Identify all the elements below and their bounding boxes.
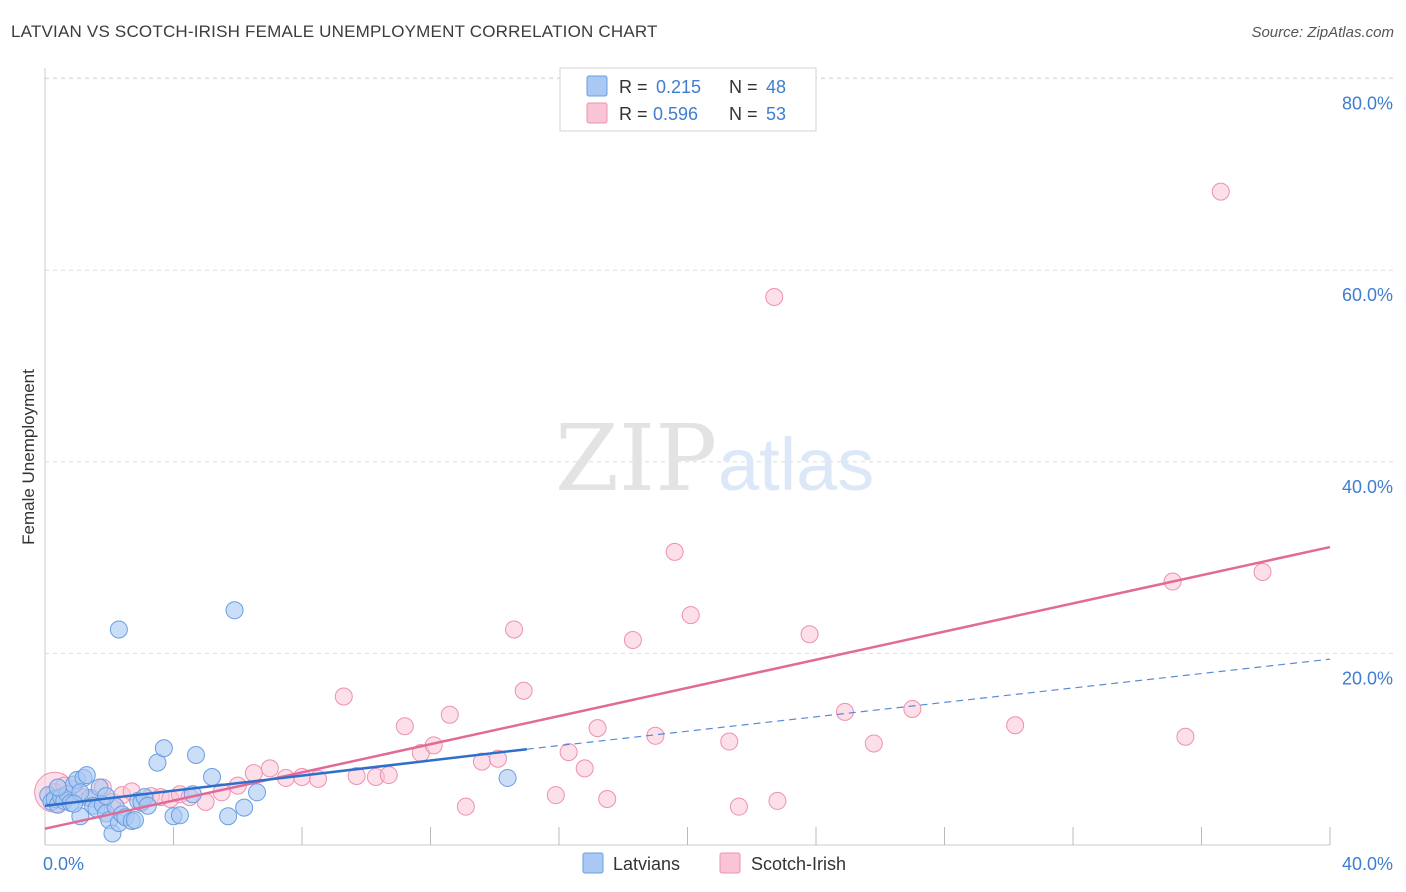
legend-n-value-scotch-irish: 53 <box>766 104 786 124</box>
latvians-point <box>97 787 116 806</box>
bottom-legend: Latvians Scotch-Irish <box>582 852 846 874</box>
latvians-point <box>219 807 238 826</box>
legend-n-value-latvians: 48 <box>766 77 786 97</box>
grid-layer <box>45 77 1393 654</box>
scotch-irish-point <box>1176 727 1195 746</box>
scotch-irish-point <box>260 759 279 778</box>
scotch-irish-point <box>768 791 787 810</box>
axis-layer: 20.0% 40.0% 60.0% 80.0% <box>44 68 1393 846</box>
scotch-irish-point <box>588 719 607 738</box>
watermark-zip: ZIP <box>555 405 717 512</box>
scotch-irish-point <box>488 749 507 768</box>
scotch-irish-point <box>864 734 883 753</box>
y-axis-title: Female Unemployment <box>19 369 38 545</box>
legend: R = 0.215 N = 48 R = 0.596 N = 53 <box>559 67 817 132</box>
legend-r-value-scotch-irish: 0.596 <box>653 104 698 124</box>
scotch-irish-point <box>514 681 533 700</box>
bottom-legend-swatch-scotch-irish <box>719 852 741 874</box>
legend-n-label: N = <box>729 104 758 124</box>
latvians-point <box>203 767 222 786</box>
scotch-irish-point <box>334 687 353 706</box>
bottom-legend-label-latvians: Latvians <box>613 854 680 874</box>
scotch-irish-point <box>720 732 739 751</box>
y-tick-label: 60.0% <box>1342 285 1393 305</box>
scotch-irish-point <box>598 790 617 809</box>
source-credit: Source: ZipAtlas.com <box>1251 24 1394 41</box>
latvians-point <box>225 601 244 620</box>
y-tick-label: 20.0% <box>1342 668 1393 688</box>
scotch-irish-point <box>347 767 366 786</box>
scotch-irish-point <box>623 630 642 649</box>
watermark-atlas: atlas <box>718 423 874 506</box>
legend-n-label: N = <box>729 77 758 97</box>
y-tick-label: 40.0% <box>1342 477 1393 497</box>
legend-r-label: R = <box>619 104 648 124</box>
x-tick-label-max: 40.0% <box>1342 854 1393 874</box>
latvians-point <box>498 768 517 787</box>
latvians-point <box>109 620 128 639</box>
scotch-irish-point <box>681 606 700 625</box>
scotch-irish-point <box>765 288 784 307</box>
scotch-irish-point <box>395 717 414 736</box>
latvians-point <box>248 783 267 802</box>
scotch-irish-point <box>1211 182 1230 201</box>
scotch-irish-point <box>505 620 524 639</box>
scotch-irish-point <box>729 797 748 816</box>
x-tick-label-min: 0.0% <box>43 854 84 874</box>
points-layer <box>34 182 1272 843</box>
latvians-point <box>77 766 96 785</box>
latvians-point <box>48 778 67 797</box>
trend-layer <box>44 545 1331 830</box>
legend-swatch-scotch-irish <box>586 102 608 124</box>
legend-swatch-latvians <box>586 75 608 97</box>
legend-r-value-latvians: 0.215 <box>656 77 701 97</box>
watermark: ZIP atlas <box>555 405 874 512</box>
scotch-irish-point <box>835 702 854 721</box>
latvians-point <box>186 745 205 764</box>
latvians-point <box>235 798 254 817</box>
scotch-irish-point <box>440 705 459 724</box>
latvians-point <box>125 811 144 830</box>
latvians-trendline-extension <box>526 658 1331 750</box>
scotch-irish-point <box>546 786 565 805</box>
bottom-legend-swatch-latvians <box>582 852 604 874</box>
scotch-irish-point <box>1253 562 1272 581</box>
scotch-irish-point <box>1006 716 1025 735</box>
latvians-point <box>154 739 173 758</box>
scotch-irish-point <box>575 759 594 778</box>
chart-title: LATVIAN VS SCOTCH-IRISH FEMALE UNEMPLOYM… <box>11 22 658 41</box>
scotch-irish-point <box>800 625 819 644</box>
latvians-point <box>170 806 189 825</box>
scotch-irish-point <box>379 766 398 785</box>
legend-r-label: R = <box>619 77 648 97</box>
scotch-irish-point <box>903 699 922 718</box>
scotch-irish-point <box>244 764 263 783</box>
bottom-legend-label-scotch-irish: Scotch-Irish <box>751 854 846 874</box>
scotch-irish-point <box>456 797 475 816</box>
scotch-irish-point <box>665 542 684 561</box>
scotch-irish-trendline <box>44 545 1331 830</box>
y-tick-label: 80.0% <box>1342 94 1393 114</box>
scotch-irish-point <box>559 743 578 762</box>
latvians-trendline <box>44 747 528 807</box>
